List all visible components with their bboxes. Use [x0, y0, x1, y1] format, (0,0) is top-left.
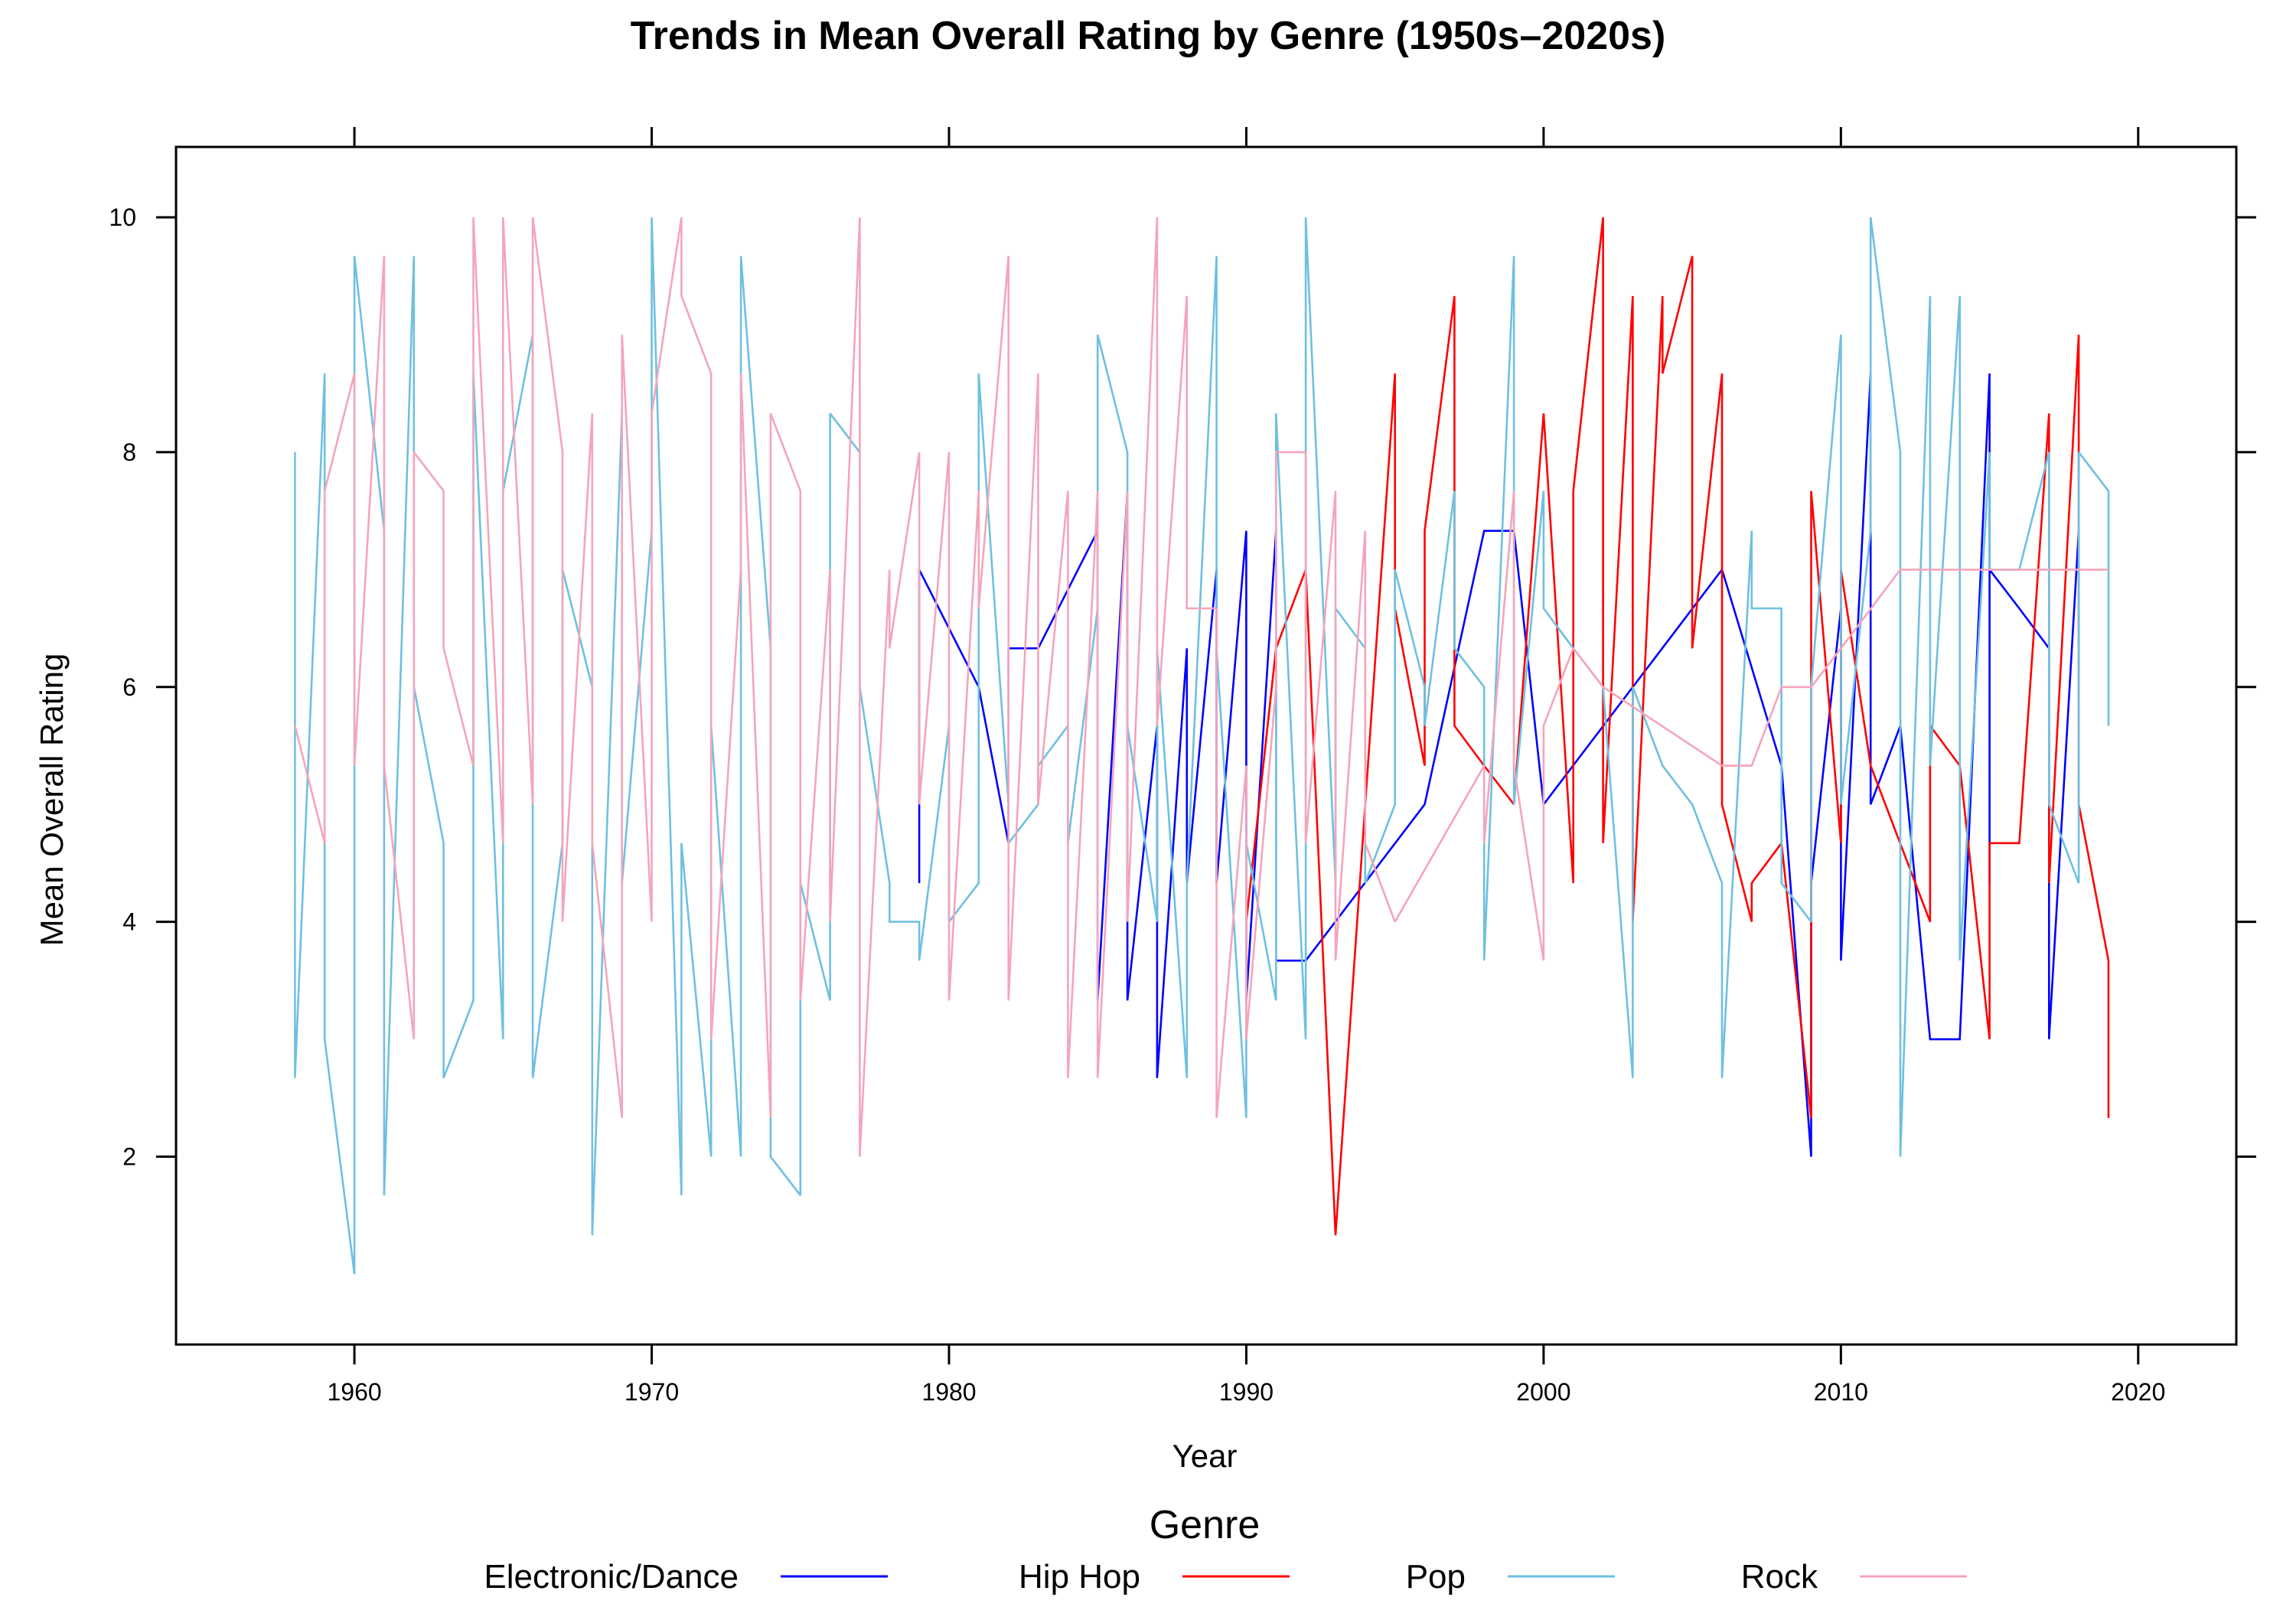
x-tick-label-2020: 2020: [2111, 1378, 2165, 1406]
legend: Genre Electronic/Dance Hip Hop Pop Rock: [484, 1503, 1967, 1596]
y-tick-label-10: 10: [109, 204, 136, 231]
legend-label-pop: Pop: [1406, 1558, 1466, 1596]
x-axis-label: Year: [1172, 1438, 1238, 1474]
series-line-hip-hop: [1245, 217, 2110, 1236]
legend-label-electronic-dance: Electronic/Dance: [484, 1558, 739, 1596]
legend-label-rock: Rock: [1741, 1558, 1818, 1596]
legend-label-hip-hop: Hip Hop: [1019, 1558, 1140, 1596]
x-tick-label-2000: 2000: [1516, 1378, 1570, 1406]
x-tick-label-1990: 1990: [1219, 1378, 1274, 1406]
series-line-rock: [294, 217, 2108, 1157]
axis-ticks: 1960 1970 1980 1990 2000 2010 2020 2 4 6 8 10: [109, 127, 2256, 1406]
legend-title: Genre: [1150, 1503, 1261, 1547]
series-line-pop: [294, 217, 2110, 1275]
chart-title: Trends in Mean Overall Rating by Genre (…: [631, 14, 1666, 58]
x-tick-label-1960: 1960: [327, 1378, 381, 1406]
plot-frame: [174, 145, 2238, 1346]
y-tick-label-8: 8: [122, 438, 136, 466]
x-tick-label-1980: 1980: [921, 1378, 976, 1406]
x-tick-label-1970: 1970: [625, 1378, 679, 1406]
y-tick-label-4: 4: [122, 908, 136, 936]
y-axis-label: Mean Overall Rating: [34, 654, 70, 947]
series-lines: [294, 217, 2110, 1275]
y-tick-label-6: 6: [122, 673, 136, 701]
y-tick-label-2: 2: [122, 1143, 136, 1171]
plot-area: [174, 145, 2238, 1346]
x-tick-label-2010: 2010: [1814, 1378, 1868, 1406]
